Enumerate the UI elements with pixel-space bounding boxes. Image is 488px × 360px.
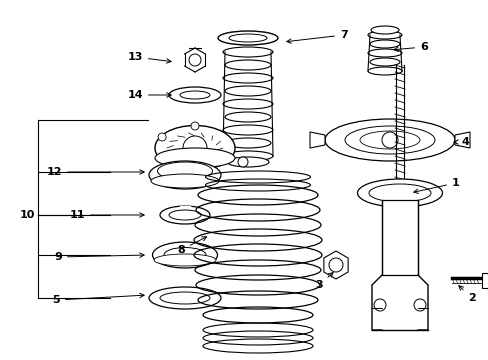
Circle shape <box>158 133 166 141</box>
Text: 11: 11 <box>69 210 144 220</box>
Text: 13: 13 <box>127 52 171 63</box>
Ellipse shape <box>149 287 221 309</box>
Text: 6: 6 <box>393 42 427 52</box>
Ellipse shape <box>155 148 235 168</box>
Ellipse shape <box>169 210 201 220</box>
Ellipse shape <box>369 58 399 66</box>
Ellipse shape <box>223 99 272 109</box>
Text: 14: 14 <box>127 90 171 100</box>
Ellipse shape <box>223 47 272 57</box>
Text: 10: 10 <box>20 210 35 220</box>
Ellipse shape <box>155 126 235 171</box>
Circle shape <box>191 166 199 174</box>
Text: 3: 3 <box>315 273 332 290</box>
Ellipse shape <box>357 179 442 207</box>
Bar <box>381 200 417 275</box>
Ellipse shape <box>151 174 219 188</box>
Ellipse shape <box>224 86 270 96</box>
Text: 2: 2 <box>458 285 475 303</box>
Ellipse shape <box>224 112 270 122</box>
Ellipse shape <box>224 138 270 148</box>
Ellipse shape <box>160 206 209 224</box>
Circle shape <box>183 136 206 160</box>
Polygon shape <box>454 132 469 148</box>
Ellipse shape <box>160 292 209 304</box>
Ellipse shape <box>157 162 212 180</box>
Ellipse shape <box>224 60 270 70</box>
Ellipse shape <box>149 161 221 189</box>
Circle shape <box>189 54 201 66</box>
Ellipse shape <box>218 31 278 45</box>
Circle shape <box>238 157 247 167</box>
Circle shape <box>413 299 425 311</box>
Ellipse shape <box>226 157 268 167</box>
Text: 12: 12 <box>46 167 144 177</box>
Text: 8: 8 <box>177 237 206 255</box>
Ellipse shape <box>367 67 401 75</box>
Ellipse shape <box>368 184 430 202</box>
Ellipse shape <box>370 26 398 34</box>
Ellipse shape <box>223 125 272 135</box>
Ellipse shape <box>169 87 221 103</box>
Ellipse shape <box>223 73 272 83</box>
Ellipse shape <box>154 254 216 266</box>
Ellipse shape <box>345 126 434 154</box>
Circle shape <box>328 258 342 272</box>
Text: 7: 7 <box>286 30 347 43</box>
Ellipse shape <box>152 242 217 268</box>
Ellipse shape <box>223 151 272 161</box>
Ellipse shape <box>359 131 419 149</box>
Circle shape <box>373 299 385 311</box>
Polygon shape <box>481 273 488 288</box>
Text: 4: 4 <box>453 137 469 147</box>
Text: 9: 9 <box>54 252 144 262</box>
Ellipse shape <box>325 119 454 161</box>
Text: 5: 5 <box>52 293 144 305</box>
Polygon shape <box>323 251 347 279</box>
Circle shape <box>224 155 231 163</box>
Ellipse shape <box>163 248 205 262</box>
Ellipse shape <box>228 34 266 42</box>
Circle shape <box>381 132 397 148</box>
Text: 1: 1 <box>413 178 459 193</box>
Ellipse shape <box>367 49 401 57</box>
Ellipse shape <box>180 91 209 99</box>
Ellipse shape <box>369 40 399 48</box>
Ellipse shape <box>367 31 401 39</box>
Circle shape <box>191 122 199 130</box>
Polygon shape <box>309 132 325 148</box>
